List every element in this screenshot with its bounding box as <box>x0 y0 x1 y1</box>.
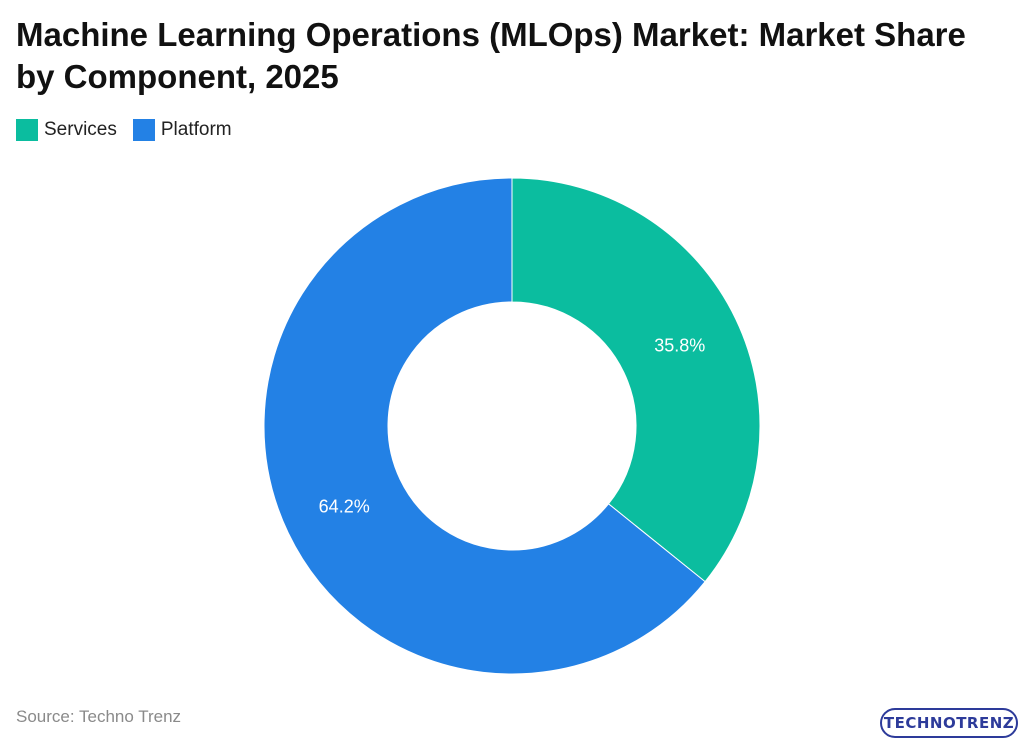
legend-swatch-services <box>16 119 38 141</box>
brand-logo: TECHNOTRENZ <box>880 708 1018 738</box>
brand-logo-text: TECHNOTRENZ <box>883 714 1015 732</box>
donut-slice-services <box>511 177 761 583</box>
slice-label-services: 35.8% <box>654 336 705 356</box>
chart-legend: Services Platform <box>16 119 232 141</box>
legend-label-platform: Platform <box>160 119 232 140</box>
chart-title: Machine Learning Operations (MLOps) Mark… <box>16 16 966 95</box>
legend-label-services: Services <box>44 119 117 140</box>
donut-slice-platform <box>263 177 706 675</box>
legend-item-services: Services <box>16 119 117 141</box>
source-note: Source: Techno Trenz <box>16 707 182 726</box>
legend-swatch-platform <box>132 119 155 141</box>
legend-item-platform: Platform <box>132 119 232 141</box>
slice-label-platform: 64.2% <box>319 496 370 516</box>
